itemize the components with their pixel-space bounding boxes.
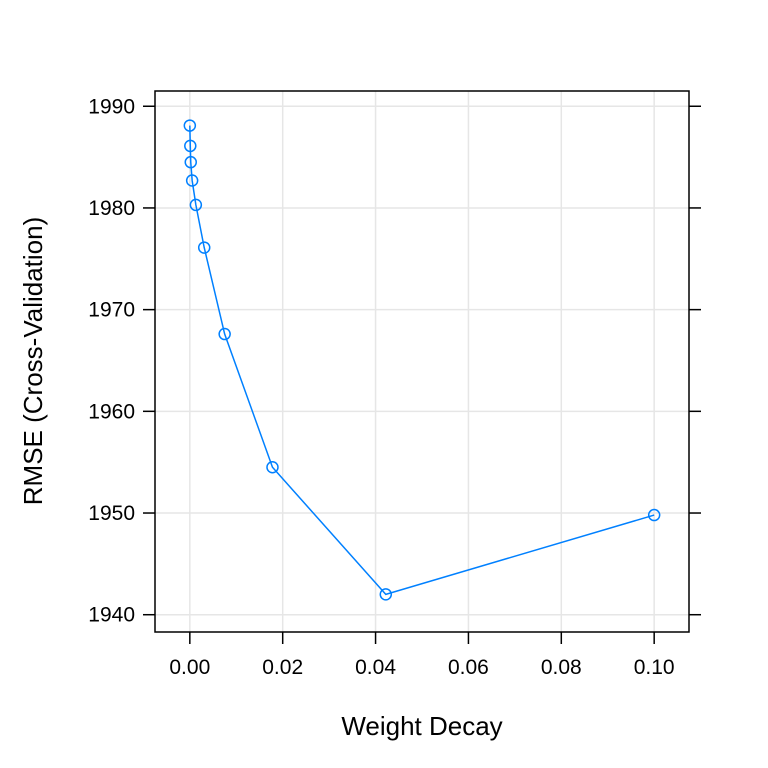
y-tick-label: 1940	[88, 604, 135, 627]
y-tick-label: 1970	[88, 299, 135, 322]
x-tick-label: 0.02	[262, 656, 303, 679]
x-axis-title: Weight Decay	[341, 711, 502, 741]
x-tick-label: 0.04	[355, 656, 396, 679]
y-axis-title: RMSE (Cross-Validation)	[18, 217, 48, 505]
data-point	[197, 241, 211, 254]
x-tick-label: 0.06	[448, 656, 489, 679]
data-point	[184, 139, 197, 153]
data-point	[266, 461, 279, 474]
y-tick-label: 1980	[88, 197, 135, 220]
y-tick-label: 1950	[88, 502, 135, 525]
data-point	[183, 119, 197, 132]
data-point	[184, 155, 198, 169]
plot-panel-frame	[154, 90, 690, 633]
grid-layer	[155, 91, 689, 632]
y-tick-label: 1960	[88, 400, 135, 423]
data-point	[379, 588, 393, 601]
data-point	[189, 198, 203, 212]
x-tick-label: 0.08	[541, 656, 582, 679]
series-line	[189, 125, 655, 596]
x-tick-label: 0.00	[169, 656, 210, 679]
data-point	[647, 508, 661, 522]
series-layer	[183, 119, 661, 601]
y-tick-label: 1990	[88, 95, 135, 118]
tick-layer: 0.00 0.02 0.04 0.06 0.08 0.10 1940 1950 1960 1970…	[88, 95, 701, 679]
data-point	[218, 327, 231, 341]
data-point	[185, 174, 199, 187]
x-tick-label: 0.10	[634, 656, 675, 679]
